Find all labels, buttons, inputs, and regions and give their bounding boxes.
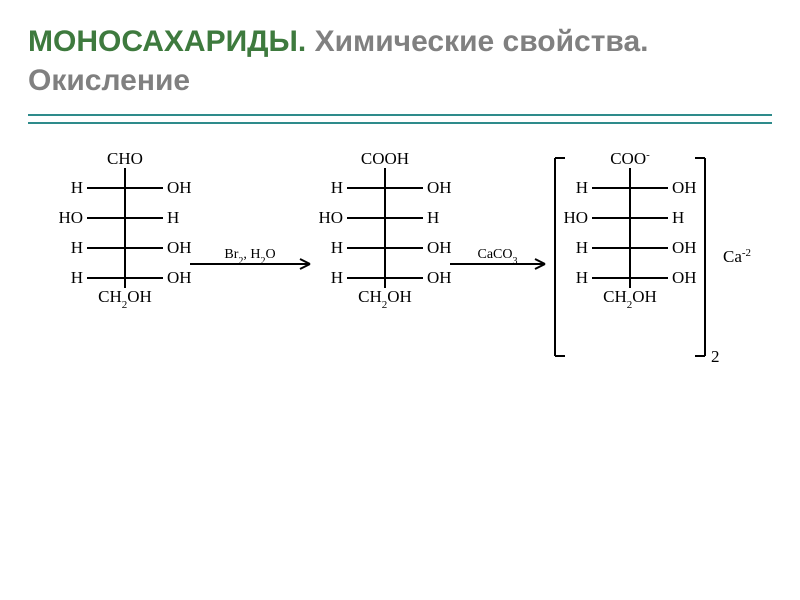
svg-text:H: H (167, 208, 179, 227)
page-title: МОНОСАХАРИДЫ. Химические свойства. Окисл… (28, 22, 772, 100)
svg-text:CH2OH: CH2OH (603, 287, 657, 311)
svg-text:H: H (71, 268, 83, 287)
title-part2: Химические свойства. (315, 25, 649, 58)
svg-text:H: H (672, 208, 684, 227)
svg-text:H: H (331, 238, 343, 257)
svg-text:OH: OH (672, 268, 697, 287)
svg-text:H: H (576, 268, 588, 287)
title-part1: МОНОСАХАРИДЫ. (28, 25, 306, 58)
title-underline (28, 114, 772, 124)
svg-text:CHO: CHO (107, 149, 143, 168)
svg-text:OH: OH (427, 268, 452, 287)
reaction-arrow: Br2, H2O (190, 247, 310, 269)
svg-text:H: H (576, 178, 588, 197)
svg-text:2: 2 (711, 347, 720, 366)
svg-text:OH: OH (427, 178, 452, 197)
svg-text:H: H (331, 178, 343, 197)
title-part3: Окисление (28, 64, 190, 97)
svg-text:HO: HO (563, 208, 588, 227)
svg-text:CH2OH: CH2OH (358, 287, 412, 311)
svg-text:H: H (71, 178, 83, 197)
molecule-glucose: CHOHOHHOHHOHHOHCH2OH (58, 149, 191, 311)
svg-text:OH: OH (672, 178, 697, 197)
svg-text:HO: HO (318, 208, 343, 227)
svg-text:H: H (331, 268, 343, 287)
svg-text:OH: OH (427, 238, 452, 257)
svg-text:COO-: COO- (610, 149, 650, 168)
svg-text:CH2OH: CH2OH (98, 287, 152, 311)
reaction-arrow: CaCO3 (450, 247, 545, 269)
svg-text:OH: OH (672, 238, 697, 257)
svg-text:H: H (71, 238, 83, 257)
svg-text:OH: OH (167, 178, 192, 197)
svg-text:OH: OH (167, 238, 192, 257)
svg-text:COOH: COOH (361, 149, 409, 168)
svg-text:HO: HO (58, 208, 83, 227)
svg-text:OH: OH (167, 268, 192, 287)
reaction-scheme: CHOHOHHOHHOHHOHCH2OHCOOHHOHHOHHOHHOHCH2O… (0, 124, 800, 600)
svg-text:Ca-2: Ca-2 (723, 247, 751, 266)
title-block: МОНОСАХАРИДЫ. Химические свойства. Окисл… (0, 0, 800, 108)
svg-text:H: H (576, 238, 588, 257)
molecule-gluconate: COO-HOHHOHHOHHOHCH2OH2Ca-2 (555, 149, 751, 366)
svg-text:H: H (427, 208, 439, 227)
molecule-gluconic_acid: COOHHOHHOHHOHHOHCH2OH (318, 149, 451, 311)
